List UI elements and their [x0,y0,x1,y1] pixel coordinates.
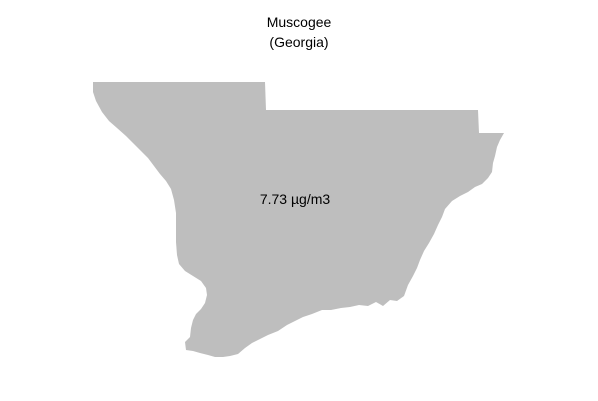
county-value-label: 7.73 µg/m3 [260,191,331,207]
county-region[interactable] [93,82,504,357]
map-title-state: (Georgia) [269,34,329,50]
map-title: Muscogee (Georgia) [0,12,598,52]
map-title-county: Muscogee [266,14,332,30]
